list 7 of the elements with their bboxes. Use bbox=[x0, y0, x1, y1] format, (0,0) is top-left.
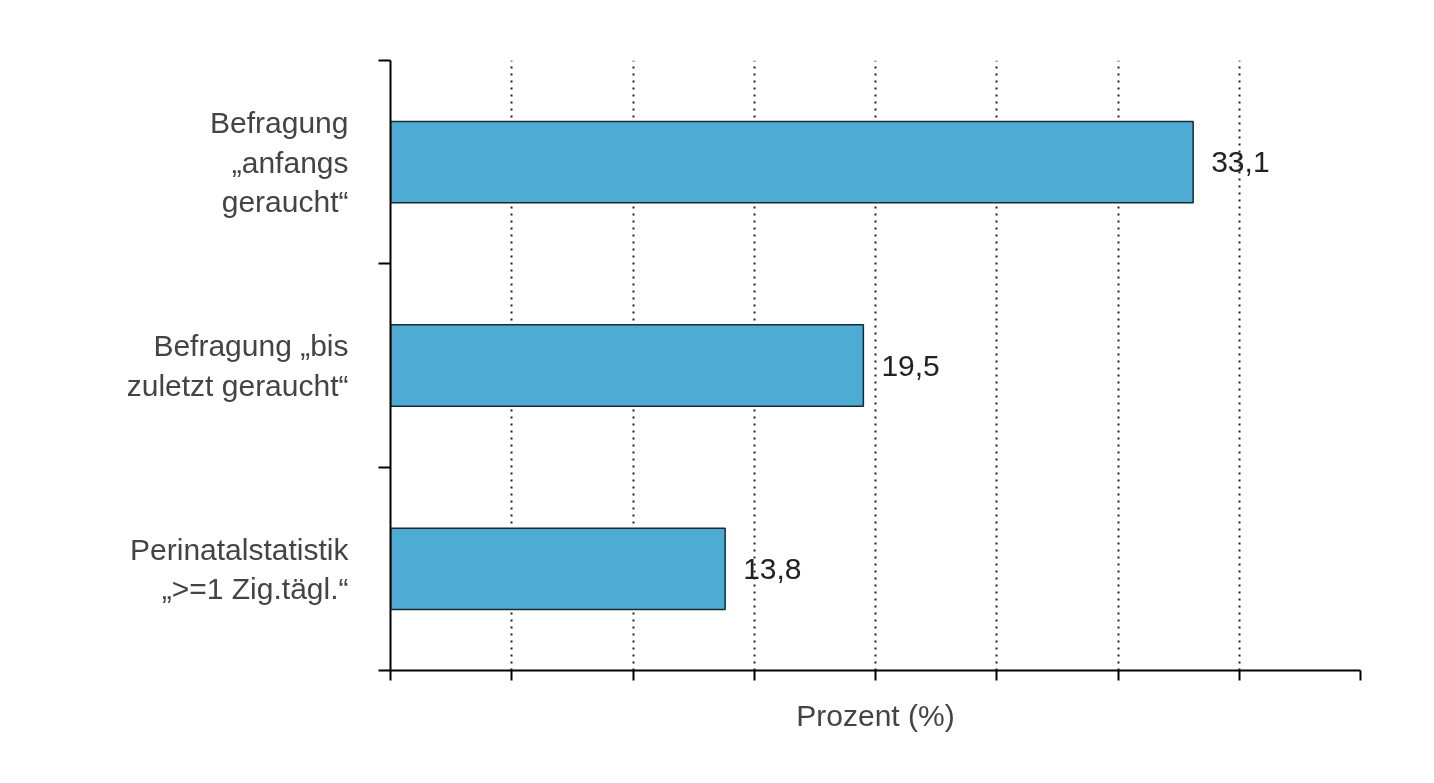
y-tick-label: Befragung „anfangs geraucht“ bbox=[210, 106, 349, 219]
y-tick-label: Perinatalstatistik „>=1 Zig.tägl.“ bbox=[130, 532, 350, 606]
data-label: 13,8 bbox=[743, 551, 802, 585]
x-axis-title: Prozent (%) bbox=[796, 698, 955, 732]
data-label: 33,1 bbox=[1211, 145, 1270, 179]
data-label: 19,5 bbox=[881, 348, 940, 382]
y-tick-label: Befragung „bis zuletzt geraucht“ bbox=[126, 329, 349, 402]
